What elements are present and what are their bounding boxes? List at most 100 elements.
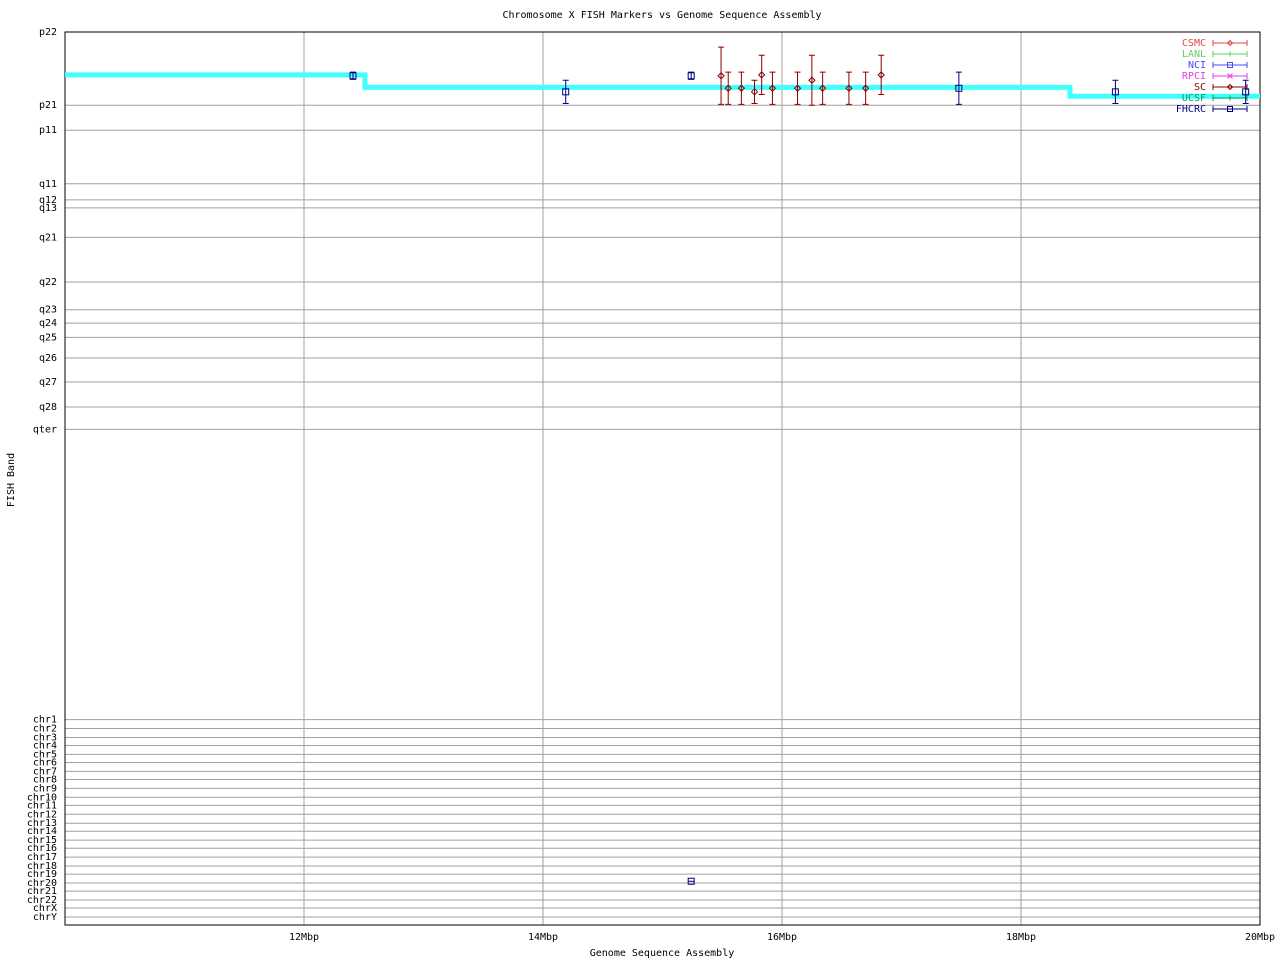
y-tick-label: chr2 [33,724,57,735]
point [687,72,695,80]
y-tick-label: chr1 [33,715,57,726]
legend-label: CSMC [1182,38,1206,49]
y-tick-label: p22 [39,27,57,38]
legend-label: SC [1194,82,1206,93]
point [737,84,746,92]
error-bar [751,79,758,104]
y-tick-label: chr21 [27,886,57,897]
legend-sample [1212,40,1248,46]
x-tick-label: 16Mbp [767,932,797,943]
point [955,84,963,92]
point [349,72,357,80]
y-tick-label: chr8 [33,774,57,785]
y-tick-label: q26 [39,353,57,364]
error-bar [769,71,776,105]
y-tick-label: q28 [39,402,57,413]
sequence-line [65,72,1260,99]
error-bar [688,71,695,80]
point [562,88,570,96]
y-tick-label: chr16 [27,843,57,854]
x-tick-label: 18Mbp [1006,932,1036,943]
point [1111,88,1119,96]
y-tick-label: q25 [39,332,57,343]
y-tick-label: q21 [39,232,57,243]
legend-sample [1212,106,1248,112]
y-tick-label: chr11 [27,800,57,811]
point [818,84,827,92]
y-tick-label: chr13 [27,818,57,829]
y-tick-label: qter [33,424,57,435]
error-bar [349,71,356,80]
y-tick-label: chr15 [27,835,57,846]
error-bar [738,71,745,105]
legend-marker [1227,106,1233,112]
error-bar [794,71,801,105]
error-bar [808,54,815,106]
point [768,84,777,92]
y-tick-label: chr14 [27,826,57,837]
error-bar [862,71,869,105]
legend-label: LANL [1182,49,1206,60]
error-bar [758,54,765,96]
y-tick-label: q12 [39,195,57,206]
error-bar [845,71,852,105]
point [757,71,766,79]
y-tick-label: chr17 [27,852,57,863]
y-tick-label: chrY [33,912,57,923]
legend-marker [1226,83,1234,91]
y-tick-label: q11 [39,179,57,190]
error-bar [819,71,826,105]
point [861,84,870,92]
error-bar [1242,79,1249,104]
y-tick-label: chr18 [27,861,57,872]
x-tick-label: 14Mbp [528,932,558,943]
chart-title: Chromosome X FISH Markers vs Genome Sequ… [502,10,821,21]
point [808,76,816,84]
y-tick-label: chr20 [27,878,57,889]
plot-frame [64,31,1261,926]
y-tick-label: chrX [33,903,57,914]
point [750,88,759,96]
error-bar [1112,79,1119,104]
legend-label: FHCRC [1176,104,1206,115]
error-bar [955,71,962,105]
legend-label: NCI [1188,60,1206,71]
y-tick-label: chr10 [27,792,57,803]
y-tick-label: q22 [39,277,57,288]
y-tick-label: chr4 [33,741,57,752]
y-tick-label: q13 [39,203,57,214]
y-tick-label: chr7 [33,766,57,777]
y-tick-label: q27 [39,377,57,388]
x-tick-label: 20Mbp [1245,932,1275,943]
x-axis-label: Genome Sequence Assembly [590,948,735,959]
point [687,877,695,885]
y-tick-label: chr19 [27,869,57,880]
y-tick-label: chr9 [33,783,57,794]
x-tick-label: 12Mbp [289,932,319,943]
error-bar [562,79,569,104]
y-tick-label: p21 [39,100,57,111]
error-bar [878,54,885,96]
legend-label: RPCI [1182,71,1206,82]
point [793,84,802,92]
y-tick-label: p11 [39,125,57,136]
point [845,84,853,92]
y-tick-label: chr5 [33,749,57,760]
legend-label: UCSF [1182,93,1206,104]
legend-marker [1226,39,1234,47]
legend-marker [1227,62,1233,68]
y-tick-label: chr22 [27,895,57,906]
error-bar [718,46,725,105]
point [877,71,885,79]
error-bar [725,71,732,105]
y-tick-label: q23 [39,305,57,316]
y-tick-label: q24 [39,318,57,329]
legend-sample [1212,62,1248,68]
y-tick-label: chr3 [33,732,57,743]
y-tick-label: chr6 [33,757,57,768]
y-tick-label: chr12 [27,809,57,820]
legend-marker [1227,73,1233,79]
y-axis-label: FISH Band [6,453,17,507]
